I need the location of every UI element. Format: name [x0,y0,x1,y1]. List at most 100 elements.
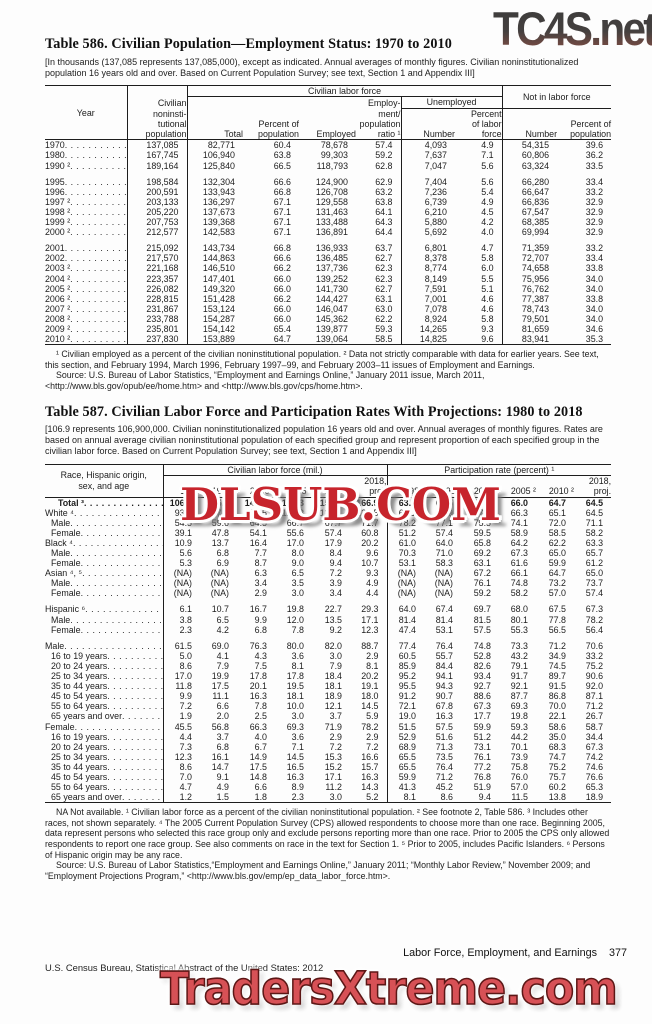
dot-leader [82,568,162,578]
data-cell: 51.9 [473,782,491,793]
col-header-employment-population-ratio: Employ- ment/ population ratio ¹ [359,98,401,140]
data-cell: 55.3 [510,624,528,635]
data-cell: 33.4 [585,253,604,264]
dot-leader [107,691,162,701]
data-cell: 7.8 [254,701,267,712]
table-row: 25 to 34 years12.3 16.1 14.9 14.5 15.3 16.6 65… [45,751,611,762]
data-cell: 14.3 [361,782,379,793]
data-cell: 147,401 [186,273,243,284]
table-row: Female5.3 6.9 8.7 9.0 9.4 10.7 53.1 58.3 63.1 61.… [45,558,611,569]
dot-leader [107,671,162,681]
data-cell: 88.7 [361,640,379,651]
data-cell: 8.6 [440,792,453,803]
dot-leader [70,263,126,273]
data-cell: 51.6 [435,731,453,742]
data-cell: 8.0 [291,548,304,559]
dot-leader [65,150,127,160]
dot-leader [122,711,162,721]
row-label: Female [45,558,163,568]
data-cell: 68.0 [510,604,528,615]
table-586-header: Year Civilian noninsti- tutional populat… [45,85,612,140]
data-cell: 61.2 [585,558,604,569]
data-cell: 20.2 [361,671,379,682]
data-cell: 90.6 [585,671,604,682]
data-cell: 34.0 [585,273,604,284]
dot-leader [84,498,163,508]
row-label: Male [45,518,163,528]
data-cell: 34.9 [548,650,566,661]
data-cell: 64.7 [273,334,291,345]
dot-leader [107,752,162,762]
data-cell: 65.1 [548,507,566,518]
data-cell: 66.1 [510,568,528,579]
data-cell: 73.1 [473,741,491,752]
data-cell: 132.5 [356,507,379,518]
data-cell: 2.9 [366,731,379,742]
dot-leader [70,161,126,171]
data-cell: 8.1 [386,792,424,803]
data-cell: 55.6 [286,527,304,538]
data-cell: 63.1 [473,558,491,569]
table-row: Female39.1 47.8 54.1 55.6 57.4 60.8 51.2 57.4 59… [45,527,611,538]
data-cell: 58.9 [510,527,528,538]
data-cell: 10.7 [211,604,229,615]
row-label: Total ³ [45,498,163,508]
data-cell: 9.9 [254,614,267,625]
data-cell: 231,867 [126,303,187,314]
table-row: Male3.8 6.5 9.9 12.0 13.5 17.1 81.4 81.4 81.5 80.… [45,614,611,625]
data-cell: 16.5 [286,761,304,772]
data-cell: 4.7 [481,243,494,254]
row-label: Male [45,635,163,651]
data-cell: 4.9 [481,196,494,207]
dot-leader [81,528,163,538]
data-cell: 1.5 [216,792,229,803]
data-cell: 3.0 [329,792,342,803]
dot-leader [107,782,162,792]
data-cell: 7.2 [329,741,342,752]
data-cell: 189,164 [126,160,187,171]
data-cell: 78.2 [386,517,424,528]
data-cell: 154,142 [186,323,243,335]
data-cell: 9.9 [162,691,200,702]
col-header-nilf-percent-of-population: Percent of population [570,118,612,140]
data-cell: 14,265 [400,323,455,335]
dot-leader [70,548,162,558]
data-cell: 146,510 [186,263,243,274]
row-label: Male [45,548,163,558]
row-label: Male [45,615,163,625]
data-cell: 74.8 [510,578,528,589]
data-cell: 99,303 [320,150,348,161]
data-cell: 67.1 [273,217,291,228]
data-cell: 66.2 [273,293,291,304]
data-cell: 166.9 [356,497,379,508]
data-cell: 65.0 [548,548,566,559]
group-header-civilian-labor-force: Civilian labor force [186,85,503,98]
data-cell: 3.7 [216,731,229,742]
data-cell: 62.2 [548,537,566,548]
data-cell: 124,900 [315,176,348,187]
data-cell: 132,304 [186,170,243,187]
data-cell: 221,168 [126,263,187,274]
data-cell: (NA) [386,568,424,579]
data-cell: 2.9 [254,588,267,599]
table-row: 35 to 44 years11.8 17.5 20.1 19.5 18.1 19.1 95… [45,681,611,692]
data-cell: 19.5 [286,681,304,692]
col-header-rate-2010: 2010 ² [548,486,574,497]
data-cell: 15.2 [324,761,342,772]
data-cell: 76.8 [473,771,491,782]
data-cell: 76.4 [435,640,453,651]
data-cell: (NA) [434,588,453,599]
data-cell: 237,830 [126,334,187,345]
data-cell: 15.3 [324,751,342,762]
data-cell: 143,734 [186,237,243,254]
data-cell: 81.4 [435,614,453,625]
data-cell: 16.3 [249,691,267,702]
table-587: Race, Hispanic origin, sex, and age Civi… [45,463,612,804]
data-cell: 32.9 [585,196,604,207]
dot-leader [65,253,127,263]
data-cell: 126,708 [315,186,348,197]
